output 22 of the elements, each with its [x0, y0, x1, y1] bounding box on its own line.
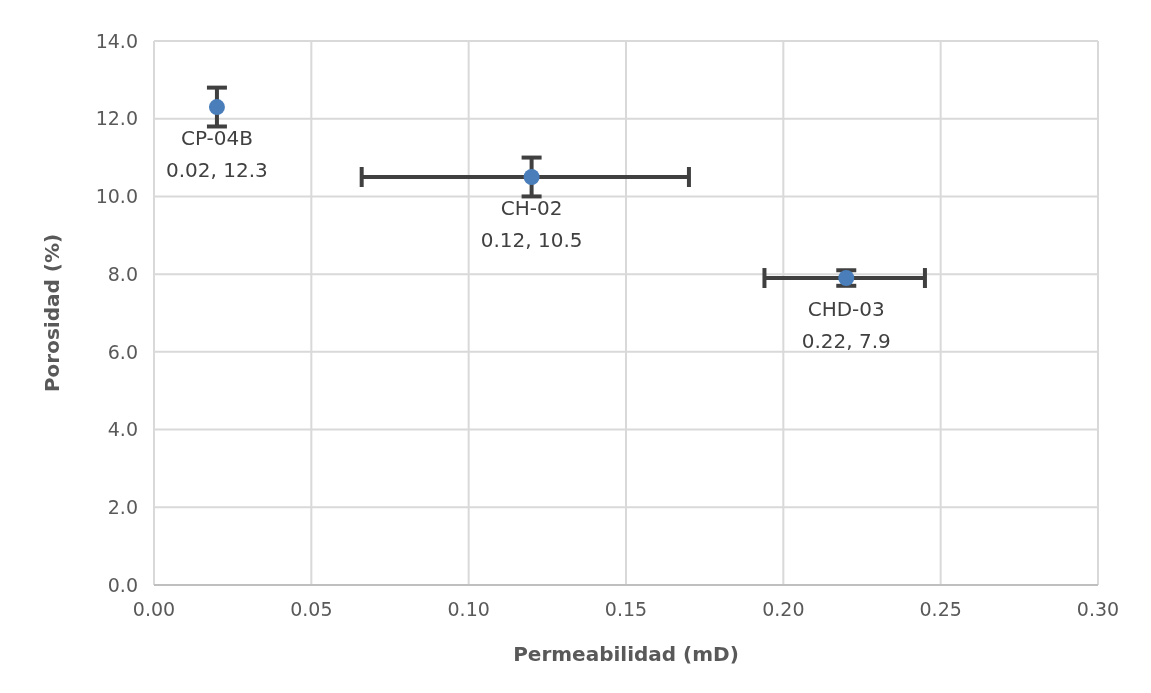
x-tick-label: 0.20 [762, 598, 805, 621]
x-tick-label: 0.10 [447, 598, 490, 621]
point [523, 169, 540, 185]
x-tick-label: 0.25 [919, 598, 962, 621]
point [208, 99, 225, 116]
y-axis-title: Porosidad (%) [40, 233, 65, 393]
x-tick-label: 0.15 [604, 598, 648, 621]
data-label: CP-04B 0.02, 12.3 [166, 126, 268, 183]
y-tick-label: 8.0 [107, 262, 138, 285]
y-tick-label: 12.0 [95, 107, 138, 130]
data-label: CHD-03 0.22, 7.9 [801, 297, 891, 354]
y-tick-label: 4.0 [107, 418, 138, 441]
y-tick-label: 14.0 [95, 29, 138, 52]
x-axis-title: Permeabilidad (mD) [513, 642, 739, 666]
x-tick-label: 0.05 [290, 598, 333, 621]
data-label: CH-02 0.12, 10.5 [480, 196, 583, 252]
x-tick-label: 0.30 [1076, 598, 1120, 621]
y-tick-label: 0.0 [107, 573, 138, 596]
y-tick-label: 2.0 [107, 496, 138, 519]
y-tick-label: 6.0 [107, 340, 138, 363]
y-tick-label: 10.0 [95, 185, 138, 208]
x-tick-label: 0.00 [132, 598, 176, 621]
